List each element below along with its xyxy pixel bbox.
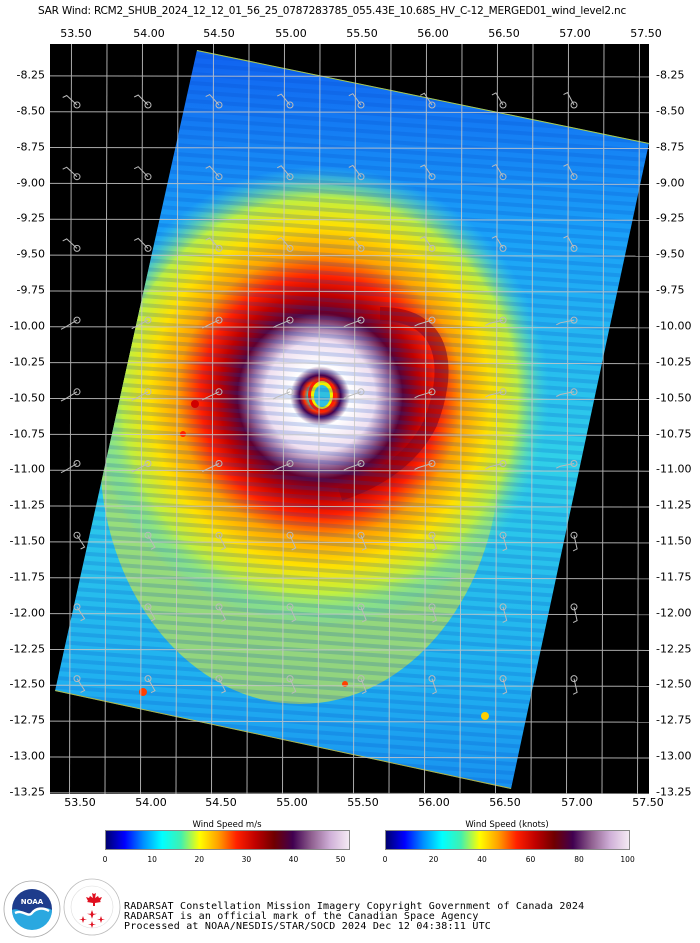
svg-text:NOAA: NOAA xyxy=(21,898,44,906)
lon-tick: 56.50 xyxy=(489,796,521,809)
product-title: SAR Wind: RCM2_SHUB_2024_12_12_01_56_25_… xyxy=(38,5,627,17)
lat-tick: -9.50 xyxy=(656,247,685,261)
lat-tick: -10.25 xyxy=(656,355,692,369)
lon-tick: 57.00 xyxy=(561,796,593,809)
csa-logo xyxy=(63,876,121,938)
lat-tick: -9.75 xyxy=(656,283,685,297)
lat-tick: -10.25 xyxy=(9,355,45,369)
colorbar-tick: 100 xyxy=(620,855,635,864)
colorbar-tick: 40 xyxy=(288,855,299,864)
lon-tick: 57.00 xyxy=(559,27,591,40)
lon-tick: 54.50 xyxy=(205,796,237,809)
lat-tick: -9.00 xyxy=(656,176,685,190)
sar-wind-map[interactable] xyxy=(50,44,649,794)
lon-tick: 54.50 xyxy=(203,27,235,40)
colorbar-tick: 80 xyxy=(574,855,584,864)
wind-barbs xyxy=(60,91,578,695)
lon-tick: 54.00 xyxy=(135,796,167,809)
lat-tick: -10.00 xyxy=(656,319,692,333)
lat-tick: -13.25 xyxy=(9,785,45,799)
lon-tick: 53.50 xyxy=(64,796,96,809)
lat-tick: -11.00 xyxy=(656,462,692,476)
lat-tick: -10.75 xyxy=(656,427,692,440)
lat-tick: -12.75 xyxy=(9,713,45,727)
lat-tick: -12.00 xyxy=(656,606,692,620)
lat-tick: -11.75 xyxy=(9,570,45,584)
lat-tick: -13.00 xyxy=(656,749,692,763)
lat-tick: -10.50 xyxy=(9,391,45,405)
lat-tick: -11.75 xyxy=(656,570,692,584)
lon-tick: 55.00 xyxy=(276,796,308,809)
lat-tick: -11.50 xyxy=(656,534,692,548)
lat-tick: -11.00 xyxy=(9,462,45,476)
colorbar-tick: 30 xyxy=(241,855,252,864)
credit-line: Processed at NOAA/NESDIS/STAR/SOCD 2024 … xyxy=(124,921,492,932)
lat-tick: -9.75 xyxy=(16,283,45,297)
colorbar-tick: 20 xyxy=(194,855,204,864)
lon-tick: 53.50 xyxy=(60,27,92,40)
lat-tick: -13.25 xyxy=(656,785,692,799)
colorbar-gradient xyxy=(385,830,630,850)
colorbar-tick: 0 xyxy=(382,855,388,864)
lon-tick: 56.00 xyxy=(418,796,450,809)
lat-tick: -9.25 xyxy=(16,211,45,225)
lat-tick: -11.25 xyxy=(9,498,45,512)
graticule xyxy=(50,44,649,794)
lon-tick: 57.50 xyxy=(632,796,664,809)
colorbar-tick: 50 xyxy=(335,855,346,864)
lat-tick: -12.75 xyxy=(656,713,692,727)
wind-field-image xyxy=(50,44,649,794)
colorbar-tick: 20 xyxy=(428,855,439,864)
lat-tick: -9.25 xyxy=(656,211,685,225)
lat-tick: -12.50 xyxy=(656,677,692,691)
colorbar-gradient xyxy=(105,830,350,850)
lon-tick: 54.00 xyxy=(133,27,165,40)
colorbar-tick: 0 xyxy=(102,855,108,864)
lat-tick: -10.00 xyxy=(9,319,45,333)
noaa-logo: NOAA xyxy=(3,880,61,938)
colorbar-title: Wind Speed (knots) xyxy=(465,820,549,830)
lon-tick: 56.50 xyxy=(488,27,520,40)
lat-tick: -13.00 xyxy=(9,749,45,763)
lat-tick: -8.50 xyxy=(656,104,685,118)
lon-tick: 57.50 xyxy=(630,27,662,40)
lat-tick: -12.25 xyxy=(656,642,692,656)
lat-tick: -12.25 xyxy=(9,642,45,656)
lon-tick: 56.00 xyxy=(417,27,449,40)
lon-tick: 55.00 xyxy=(275,27,307,40)
lat-tick: -12.00 xyxy=(9,606,45,620)
lat-tick: -10.50 xyxy=(656,391,692,405)
colorbar-title: Wind Speed m/s xyxy=(192,820,262,830)
colorbar-tick: 60 xyxy=(525,855,536,864)
lat-tick: -9.00 xyxy=(16,176,45,190)
lat-tick: -8.50 xyxy=(16,104,45,118)
credits: RADARSAT Constellation Mission Imagery C… xyxy=(124,902,584,932)
lon-tick: 55.50 xyxy=(347,796,379,809)
lat-tick: -8.75 xyxy=(16,140,45,154)
lat-tick: -8.75 xyxy=(656,140,685,154)
lat-tick: -11.25 xyxy=(656,498,692,512)
credit-line: RADARSAT is an official mark of the Cana… xyxy=(124,911,479,922)
credit-line: RADARSAT Constellation Mission Imagery C… xyxy=(124,901,585,912)
lat-tick: -8.25 xyxy=(656,68,685,82)
lon-tick: 55.50 xyxy=(346,27,378,40)
colorbar-tick: 10 xyxy=(147,855,157,864)
colorbar-tick: 40 xyxy=(477,855,487,864)
lat-tick: -8.25 xyxy=(16,68,45,82)
lat-tick: -11.50 xyxy=(9,534,45,548)
lat-tick: -10.75 xyxy=(9,427,45,440)
lat-tick: -9.50 xyxy=(16,247,45,261)
lat-tick: -12.50 xyxy=(9,677,45,691)
